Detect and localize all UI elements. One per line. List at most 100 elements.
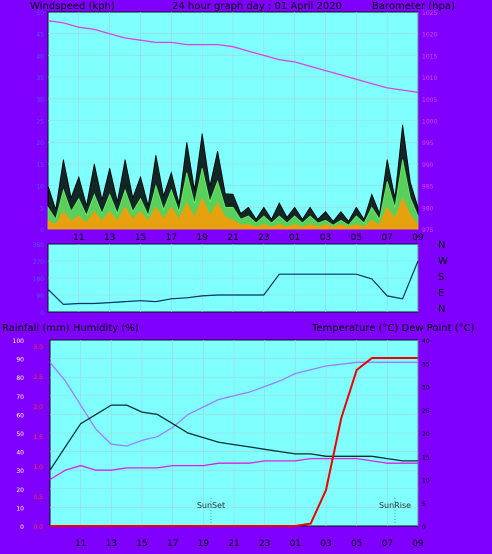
x-tick-label: 21: [228, 539, 239, 549]
wind-tick-label: 45: [36, 32, 44, 39]
x-tick-label: 13: [104, 233, 115, 243]
rain-tick-label: 1.5: [33, 434, 43, 441]
baro-tick-label: 985: [422, 184, 434, 191]
compass-label: E: [438, 288, 444, 299]
avg-series: [47, 197, 419, 230]
humidity-tick-label: 100: [13, 338, 25, 345]
temp-tick-label: 0: [422, 524, 426, 531]
rain-tick-label: 2.5: [33, 374, 43, 381]
compass-label: N: [438, 240, 445, 251]
rain-tick-label: 3.0: [33, 344, 43, 351]
baro-tick-label: 1025: [422, 10, 437, 17]
x-tick-label: 03: [320, 233, 331, 243]
compass-label: W: [438, 256, 448, 267]
wind-tick-label: 50: [36, 10, 44, 17]
humidity-tick-label: 50: [16, 431, 24, 438]
baro-tick-label: 1020: [422, 32, 437, 39]
temp-tick-label: 40: [422, 338, 430, 345]
temp-tick-label: 25: [422, 408, 430, 415]
x-tick-label: 07: [381, 233, 392, 243]
humidity-tick-label: 10: [16, 505, 24, 512]
dir-tick-label: 90: [36, 293, 44, 300]
wind-tick-label: 30: [36, 97, 44, 104]
x-tick-label: 09: [412, 233, 424, 243]
chart-dynamic-layer: 0510152025303540455097598098599099510001…: [13, 10, 448, 549]
temp-tick-label: 30: [422, 385, 430, 392]
dir-tick-label: 270: [33, 259, 45, 266]
x-tick-label: 19: [196, 233, 208, 243]
wind-tick-label: 15: [36, 162, 44, 169]
temp-tick-label: 10: [422, 478, 430, 485]
x-tick-label: 17: [167, 539, 178, 549]
baro-tick-label: 1010: [422, 75, 437, 82]
x-tick-label: 13: [106, 539, 117, 549]
temp-tick-label: 5: [422, 501, 426, 508]
sunset-label: SunSet: [197, 501, 225, 510]
temperature-line: [49, 404, 418, 471]
rain-tick-label: 2.0: [33, 404, 43, 411]
wind-tick-label: 0: [40, 227, 44, 234]
compass-label: N: [438, 304, 445, 315]
baro-axis-title: Barometer (hpa): [372, 1, 455, 12]
humidity-tick-label: 90: [16, 357, 24, 364]
x-tick-label: 05: [351, 539, 362, 549]
rain-tick-label: 0.0: [33, 524, 43, 531]
humidity-tick-label: 70: [16, 394, 24, 401]
dir-tick-label: 180: [33, 276, 45, 283]
baro-tick-label: 980: [422, 205, 434, 212]
graph-title: 24 hour graph day : 01 April 2020: [172, 1, 342, 12]
x-tick-label: 09: [412, 539, 424, 549]
temp-tick-label: 20: [422, 431, 430, 438]
x-tick-label: 01: [290, 539, 301, 549]
dir-tick-label: 360: [33, 242, 45, 249]
x-tick-label: 19: [198, 539, 210, 549]
wind-tick-label: 5: [40, 205, 44, 212]
x-tick-label: 05: [351, 233, 362, 243]
baro-tick-label: 995: [422, 140, 434, 147]
x-tick-label: 03: [320, 539, 331, 549]
x-tick-label: 21: [227, 233, 238, 243]
x-tick-label: 01: [289, 233, 300, 243]
temp-tick-label: 15: [422, 454, 430, 461]
baro-tick-label: 1000: [422, 119, 437, 126]
x-tick-label: 15: [135, 233, 146, 243]
humidity-tick-label: 0: [20, 524, 24, 531]
humidity-tick-label: 30: [16, 468, 24, 475]
wind-tick-label: 10: [36, 184, 44, 191]
wind-tick-label: 20: [36, 140, 44, 147]
x-tick-label: 17: [166, 233, 177, 243]
humidity-line: [49, 361, 418, 447]
x-tick-label: 11: [75, 539, 86, 549]
dir-tick-label: 0: [40, 310, 44, 317]
rain-tick-label: 1.0: [33, 464, 43, 471]
barometer-line: [47, 20, 419, 93]
x-tick-label: 07: [382, 539, 393, 549]
x-tick-label: 11: [73, 233, 84, 243]
dewpoint-line: [49, 457, 418, 481]
compass-label: S: [438, 272, 444, 283]
baro-tick-label: 1005: [422, 97, 437, 104]
baro-tick-label: 1015: [422, 53, 437, 60]
sunrise-label: SunRise: [379, 501, 411, 510]
wind-tick-label: 35: [36, 75, 44, 82]
humidity-tick-label: 60: [16, 412, 24, 419]
temp-tick-label: 35: [422, 361, 430, 368]
wind-tick-label: 25: [36, 119, 44, 126]
rain-tick-label: 0.5: [33, 494, 43, 501]
rain-humidity-axis-title: Rainfall (mm) Humidity (%): [2, 323, 139, 334]
baro-tick-label: 975: [422, 227, 434, 234]
rainfall-line: [50, 357, 418, 527]
wind-direction-line: [47, 260, 419, 306]
wind-tick-label: 40: [36, 53, 44, 60]
x-tick-label: 23: [259, 539, 270, 549]
humidity-tick-label: 40: [16, 450, 24, 457]
wind-axis-title: Windspeed (kph): [30, 1, 115, 12]
humidity-tick-label: 20: [16, 487, 24, 494]
x-tick-label: 15: [136, 539, 147, 549]
temp-dew-axis-title: Temperature (°C) Dew Point (°C): [311, 323, 475, 334]
x-tick-label: 23: [258, 233, 269, 243]
humidity-tick-label: 80: [16, 375, 24, 382]
baro-tick-label: 990: [422, 162, 434, 169]
